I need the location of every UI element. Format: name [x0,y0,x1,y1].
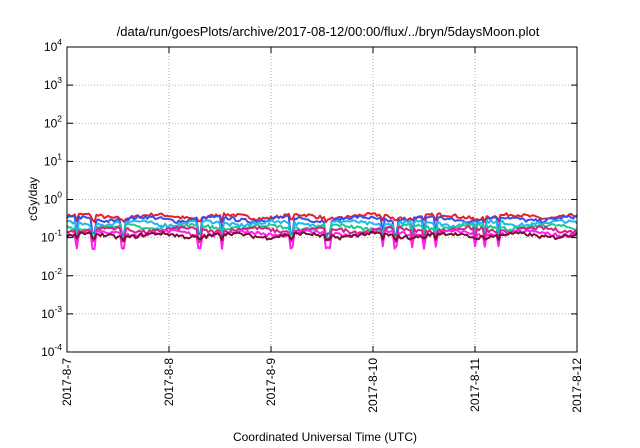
grid-lines [67,47,577,352]
y-tick-label: 10-2 [41,266,62,283]
y-tick-label: 104 [44,37,62,54]
chart-title: /data/run/goesPlots/archive/2017-08-12/0… [117,24,540,39]
data-series [66,212,578,251]
y-tick-label: 103 [44,75,62,92]
x-tick-label: 2017-8-12 [570,358,584,413]
y-tick-label: 10-1 [41,228,62,245]
series-line [66,230,578,242]
x-tick-label: 2017-8-7 [60,358,74,406]
x-axis-label: Coordinated Universal Time (UTC) [233,430,417,444]
x-tick-label: 2017-8-8 [162,358,176,406]
y-tick-label: 10-4 [41,342,62,359]
y-tick-label: 102 [44,113,62,130]
y-tick-label: 101 [44,151,62,168]
series-line [66,225,578,244]
x-tick-label: 2017-8-11 [468,358,482,412]
y-axis-label: cGy/day [26,177,40,221]
x-tick-label: 2017-8-9 [264,358,278,406]
series-line [66,214,578,238]
y-tick-label: 100 [44,190,62,207]
x-tick-label: 2017-8-10 [366,358,380,413]
series-line [66,222,578,242]
axis-ticks: 10-4 10-3 10-2 10-1 100 101 102 103 104 2017-8-7 2… [41,37,584,413]
y-tick-label: 10-3 [41,304,62,321]
